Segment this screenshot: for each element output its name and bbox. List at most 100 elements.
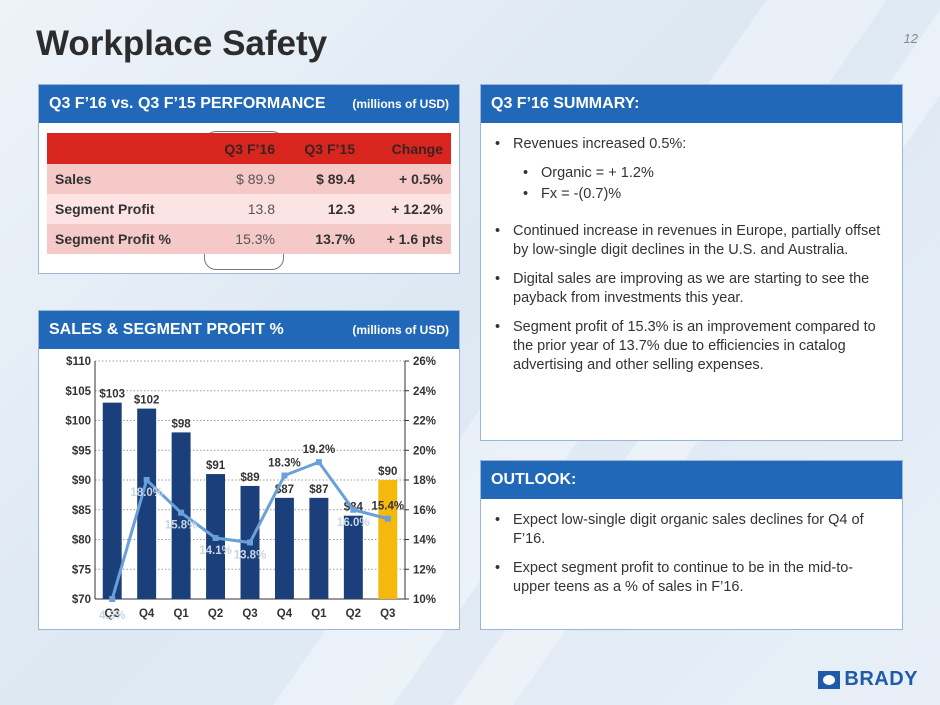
y2-tick-label: 26% xyxy=(413,356,436,368)
cell-current: 13.8 xyxy=(197,194,283,224)
cell-current: $ 89.9 xyxy=(197,164,283,194)
sales-chart-units: (millions of USD) xyxy=(352,323,449,337)
bar xyxy=(137,408,157,599)
y-tick-label: $90 xyxy=(72,475,91,487)
y2-tick-label: 16% xyxy=(413,505,436,517)
row-label: Sales xyxy=(47,164,197,194)
table-row: Segment Profit 13.8 12.3 + 12.2% xyxy=(47,194,451,224)
sales-chart-title: SALES & SEGMENT PROFIT % xyxy=(49,321,284,338)
performance-units: (millions of USD) xyxy=(352,97,449,111)
y2-tick-label: 12% xyxy=(413,564,436,576)
list-item: Continued increase in revenues in Europe… xyxy=(495,222,888,260)
performance-panel: Q3 F’16 vs. Q3 F’15 PERFORMANCE (million… xyxy=(38,84,460,274)
brady-logo-icon xyxy=(818,670,841,689)
outlook-title: OUTLOOK: xyxy=(491,471,577,488)
x-tick-label: Q4 xyxy=(139,608,155,620)
cell-change: + 0.5% xyxy=(363,164,451,194)
bar xyxy=(102,402,122,599)
table-row: Segment Profit % 15.3% 13.7% + 1.6 pts xyxy=(47,224,451,254)
page-number: 12 xyxy=(903,31,918,46)
brady-logo-text: BRADY xyxy=(844,668,918,690)
bar xyxy=(378,480,398,599)
col-header-current: Q3 F’16 xyxy=(197,133,283,164)
cell-prior: $ 89.4 xyxy=(283,164,363,194)
profit-value-label: 13.8% xyxy=(234,549,267,561)
x-tick-label: Q1 xyxy=(311,608,327,620)
outlook-header: OUTLOOK: xyxy=(481,461,902,499)
col-header-prior: Q3 F’15 xyxy=(283,133,363,164)
bar-value-label: $91 xyxy=(206,460,226,472)
bar-value-label: $98 xyxy=(172,418,192,430)
bar xyxy=(343,515,363,599)
profit-value-label: 15.8% xyxy=(165,520,198,532)
y2-tick-label: 24% xyxy=(413,386,436,398)
profit-value-label: 19.2% xyxy=(303,444,336,456)
table-corner xyxy=(47,133,197,164)
profit-point xyxy=(350,506,357,513)
summary-title: Q3 F’16 SUMMARY: xyxy=(491,95,640,112)
table-row: Sales $ 89.9 $ 89.4 + 0.5% xyxy=(47,164,451,194)
list-item: Organic = + 1.2% xyxy=(523,164,888,183)
profit-point xyxy=(143,477,150,483)
profit-point xyxy=(315,459,322,466)
bar-value-label: $90 xyxy=(378,466,397,478)
performance-panel-header: Q3 F’16 vs. Q3 F’15 PERFORMANCE (million… xyxy=(39,85,459,123)
list-item: Fx = -(0.7)% xyxy=(523,185,888,204)
y2-tick-label: 22% xyxy=(413,416,436,428)
y-tick-label: $100 xyxy=(65,416,91,428)
performance-table: Q3 F’16 Q3 F’15 Change Sales $ 89.9 $ 89… xyxy=(47,133,451,254)
list-item: Expect segment profit to continue to be … xyxy=(495,559,888,597)
list-item: Segment profit of 15.3% is an improvemen… xyxy=(495,318,888,375)
bar xyxy=(274,497,294,599)
profit-point xyxy=(247,539,253,546)
profit-point xyxy=(212,535,219,542)
performance-title: Q3 F’16 vs. Q3 F’15 PERFORMANCE xyxy=(49,95,326,112)
slide-title: Workplace Safety xyxy=(36,24,328,63)
x-tick-label: Q1 xyxy=(173,608,189,620)
brady-logo: BRADY xyxy=(818,668,918,691)
outlook-list: Expect low-single digit organic sales de… xyxy=(481,499,902,597)
list-item: Expect low-single digit organic sales de… xyxy=(495,511,888,549)
y-tick-label: $95 xyxy=(72,445,92,457)
cell-change: + 1.6 pts xyxy=(363,224,451,254)
bar-value-label: $103 xyxy=(99,389,125,401)
bar-value-label: $87 xyxy=(309,484,328,496)
y-tick-label: $75 xyxy=(72,564,92,576)
profit-point xyxy=(384,515,391,522)
cell-current: 15.3% xyxy=(197,224,283,254)
bar xyxy=(309,497,329,599)
profit-value-label: 15.4% xyxy=(371,501,404,513)
bar-value-label: $102 xyxy=(134,395,160,407)
list-item: Digital sales are improving as we are st… xyxy=(495,270,888,308)
y-tick-label: $70 xyxy=(72,594,91,606)
x-tick-label: Q2 xyxy=(208,608,223,620)
cell-prior: 13.7% xyxy=(283,224,363,254)
cell-change: + 12.2% xyxy=(363,194,451,224)
x-tick-label: Q2 xyxy=(346,608,361,620)
sales-chart-header: SALES & SEGMENT PROFIT % (millions of US… xyxy=(39,311,459,349)
row-label: Segment Profit xyxy=(47,194,197,224)
summary-panel: Q3 F’16 SUMMARY: Revenues increased 0.5%… xyxy=(480,84,903,441)
y-tick-label: $110 xyxy=(66,356,91,368)
y-tick-label: $85 xyxy=(72,505,92,517)
sales-chart-panel: SALES & SEGMENT PROFIT % (millions of US… xyxy=(38,310,460,630)
y-tick-label: $105 xyxy=(65,386,91,398)
profit-value-label: 18.3% xyxy=(268,458,301,470)
profit-point xyxy=(178,509,185,516)
profit-value-label: 4.3% xyxy=(99,610,125,622)
list-item: Revenues increased 0.5%: xyxy=(495,135,888,154)
y2-tick-label: 18% xyxy=(413,475,436,487)
profit-value-label: 18.0% xyxy=(130,487,163,499)
profit-value-label: 16.0% xyxy=(337,517,370,529)
y2-tick-label: 14% xyxy=(413,535,436,547)
cell-prior: 12.3 xyxy=(283,194,363,224)
outlook-panel: OUTLOOK: Expect low-single digit organic… xyxy=(480,460,903,630)
y2-tick-label: 20% xyxy=(413,445,436,457)
col-header-change: Change xyxy=(363,133,451,164)
x-tick-label: Q3 xyxy=(242,608,257,620)
profit-value-label: 14.1% xyxy=(199,545,232,557)
x-tick-label: Q3 xyxy=(105,608,120,620)
row-label: Segment Profit % xyxy=(47,224,197,254)
profit-point xyxy=(281,472,288,479)
profit-point xyxy=(109,596,116,602)
